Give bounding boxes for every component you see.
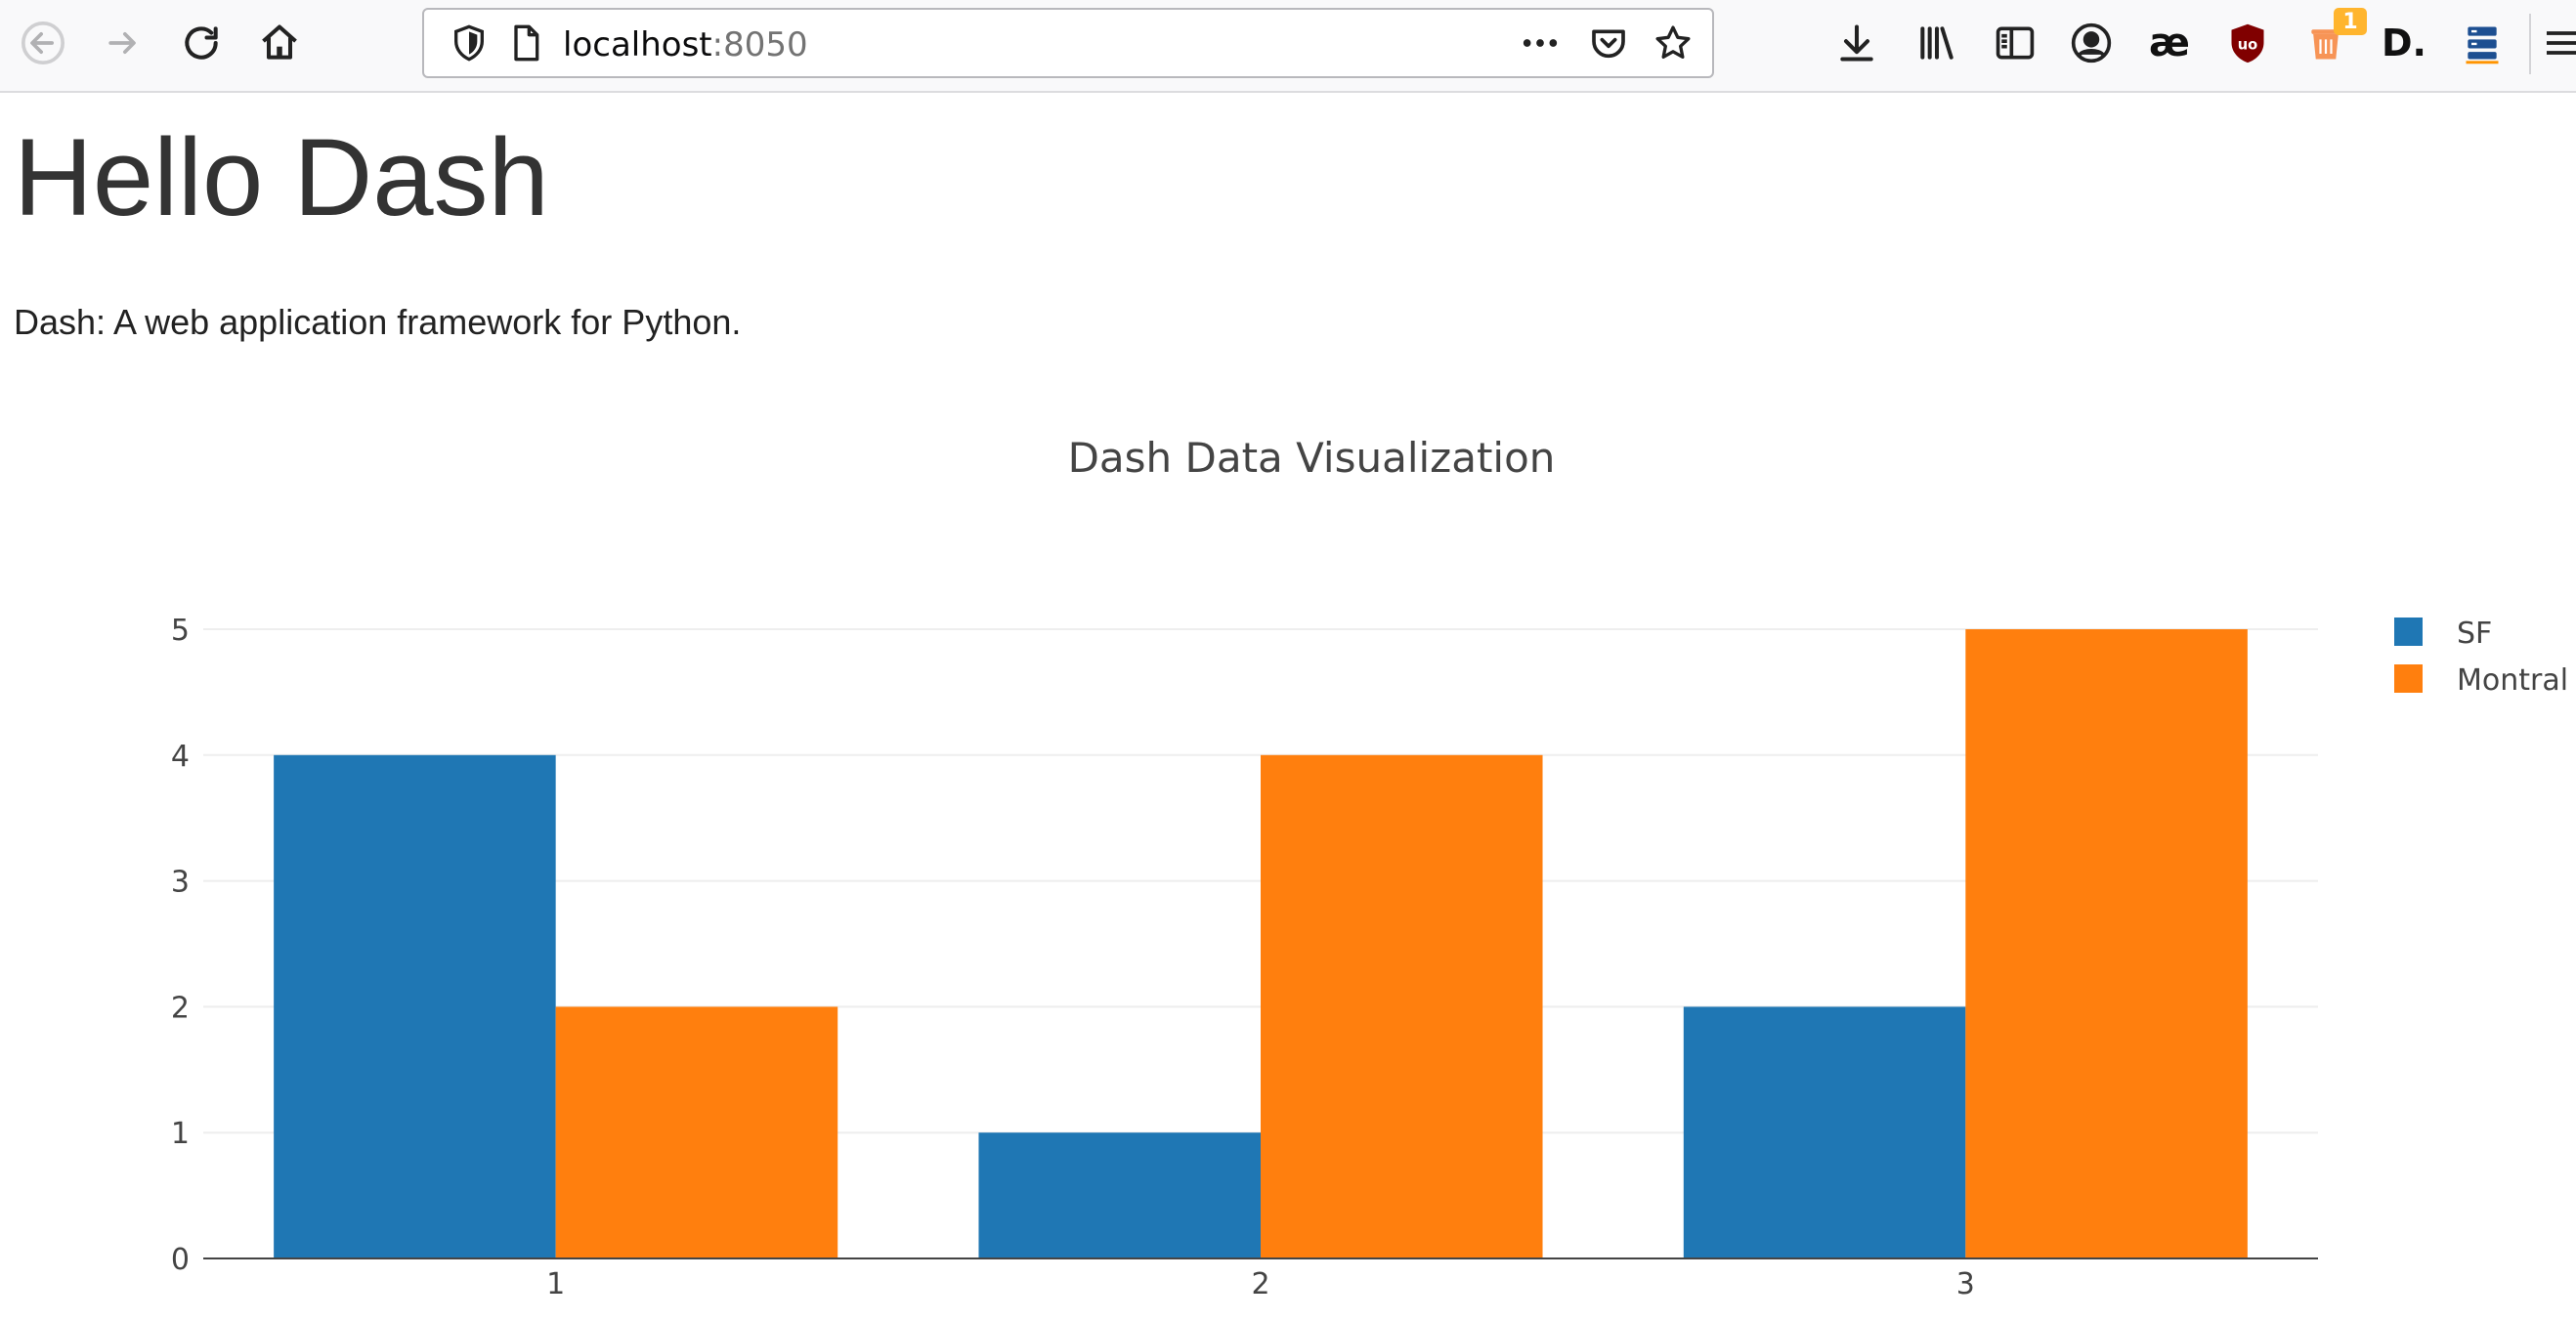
back-button[interactable] — [12, 12, 74, 74]
home-button[interactable] — [248, 12, 311, 74]
forward-icon — [108, 31, 136, 54]
browser-toolbar: localhost:8050 æ uo 1 D. — [0, 0, 2576, 93]
sidebar-button[interactable] — [1984, 12, 2046, 74]
y-tick-label: 2 — [171, 991, 190, 1025]
y-tick-label: 1 — [171, 1117, 190, 1151]
pocket-icon — [1592, 29, 1625, 59]
page-title: Hello Dash — [14, 116, 549, 238]
y-tick-label: 0 — [171, 1243, 190, 1277]
legend[interactable]: SF Montral — [2394, 617, 2568, 698]
bookmark-star-button[interactable] — [1652, 21, 1695, 64]
star-icon — [1655, 25, 1691, 59]
y-axis: 0 1 2 3 4 5 — [171, 614, 190, 1277]
legend-label-sf[interactable]: SF — [2457, 617, 2492, 651]
toolbar-divider — [2529, 14, 2531, 74]
bar-sf-1[interactable] — [274, 754, 556, 1258]
bar-sf-2[interactable] — [978, 1132, 1261, 1258]
ae-extension-button[interactable]: æ — [2138, 12, 2201, 74]
shield-icon — [454, 24, 484, 62]
x-tick-label: 3 — [1956, 1267, 1975, 1301]
menu-icon — [2547, 31, 2576, 55]
page-subtitle: Dash: A web application framework for Py… — [14, 302, 742, 342]
downloads-button[interactable] — [1825, 12, 1888, 74]
bar-chart: Dash Data Visualization 0 1 2 3 4 5 1 2 3 SF Mon… — [0, 410, 2576, 1317]
notification-badge: 1 — [2334, 8, 2367, 35]
ublock-button[interactable]: uo — [2216, 12, 2279, 74]
menu-button[interactable] — [2537, 12, 2576, 74]
reload-button[interactable] — [170, 12, 233, 74]
d-extension-button[interactable]: D. — [2373, 12, 2435, 74]
url-text[interactable]: localhost:8050 — [563, 25, 808, 64]
url-port: :8050 — [711, 25, 808, 64]
sidebar-icon — [1996, 26, 2035, 60]
x-tick-label: 2 — [1251, 1267, 1269, 1301]
legend-label-montral[interactable]: Montral — [2457, 663, 2568, 698]
library-button[interactable] — [1906, 12, 1968, 74]
trash-extension-icon — [2311, 29, 2340, 60]
trash-extension-button[interactable] — [2295, 12, 2357, 74]
tracking-protection-button[interactable] — [448, 21, 491, 64]
pocket-button[interactable] — [1587, 21, 1630, 64]
bar-sf-3[interactable] — [1683, 1006, 1966, 1258]
download-icon — [1840, 24, 1873, 62]
forward-button[interactable] — [92, 12, 154, 74]
ublock-icon: uo — [2231, 23, 2264, 64]
legend-swatch-montral[interactable] — [2394, 664, 2423, 693]
svg-text:uo: uo — [2238, 36, 2258, 53]
bar-montral-3[interactable] — [1965, 629, 2248, 1258]
y-tick-label: 4 — [171, 740, 190, 774]
stack-extension-icon — [2466, 26, 2499, 64]
ae-extension-icon: æ — [2149, 21, 2190, 65]
chart-title: Dash Data Visualization — [1068, 434, 1556, 482]
page-info-button[interactable] — [504, 21, 547, 64]
stack-extension-button[interactable] — [2451, 12, 2513, 74]
d-extension-icon: D. — [2382, 21, 2426, 64]
more-icon — [1523, 39, 1558, 47]
page-actions-button[interactable] — [1519, 21, 1562, 64]
back-icon — [21, 21, 64, 64]
legend-swatch-sf[interactable] — [2394, 618, 2423, 646]
url-host: localhost — [563, 25, 712, 64]
account-button[interactable] — [2060, 12, 2123, 74]
bar-montral-1[interactable] — [555, 1006, 838, 1258]
home-icon — [262, 24, 297, 60]
x-tick-label: 1 — [546, 1267, 565, 1301]
url-bar[interactable]: localhost:8050 — [422, 8, 1714, 78]
bars — [274, 629, 2248, 1258]
chart-svg: Dash Data Visualization 0 1 2 3 4 5 1 2 3 SF Mon… — [171, 434, 2568, 1301]
library-icon — [1920, 26, 1953, 60]
account-icon — [2071, 22, 2112, 64]
page-icon — [514, 24, 539, 62]
y-tick-label: 3 — [171, 866, 190, 900]
reload-icon — [185, 26, 218, 60]
y-tick-label: 5 — [171, 614, 190, 648]
x-axis: 1 2 3 — [203, 1257, 2318, 1301]
bar-montral-2[interactable] — [1261, 754, 1543, 1258]
